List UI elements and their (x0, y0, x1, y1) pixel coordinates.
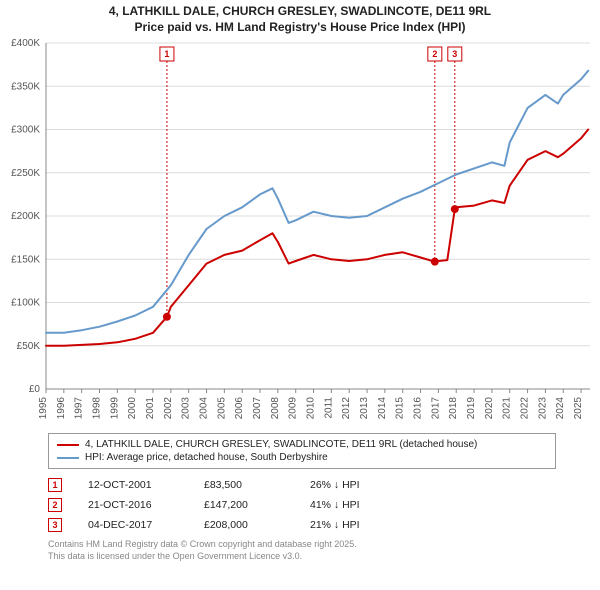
sales-table: 1 12-OCT-2001 £83,500 26% ↓ HPI 2 21-OCT-2016… (48, 475, 556, 535)
svg-text:£350K: £350K (11, 81, 40, 92)
sale-marker-icon: 3 (48, 518, 62, 532)
svg-text:2020: 2020 (484, 397, 495, 420)
chart-area: £0 £50K £100K £150K £200K £250K £300K £350K £400… (0, 37, 600, 429)
svg-text:2001: 2001 (145, 397, 156, 420)
svg-text:1996: 1996 (56, 397, 67, 420)
sale-diff: 21% ↓ HPI (310, 519, 400, 531)
legend-row: HPI: Average price, detached house, Sout… (57, 451, 547, 464)
svg-text:2010: 2010 (306, 397, 317, 420)
legend-swatch (57, 444, 79, 446)
svg-text:2006: 2006 (234, 397, 245, 420)
svg-text:2013: 2013 (359, 397, 370, 420)
chart-container: 4, LATHKILL DALE, CHURCH GRESLEY, SWADLI… (0, 0, 600, 590)
svg-text:2024: 2024 (555, 397, 566, 420)
svg-text:1999: 1999 (109, 397, 120, 420)
legend-label: HPI: Average price, detached house, Sout… (85, 452, 328, 463)
svg-text:2: 2 (432, 49, 437, 59)
svg-text:£50K: £50K (17, 341, 41, 352)
svg-text:2012: 2012 (341, 397, 352, 420)
svg-text:£0: £0 (29, 384, 41, 395)
svg-text:2017: 2017 (430, 397, 441, 420)
legend-row: 4, LATHKILL DALE, CHURCH GRESLEY, SWADLI… (57, 438, 547, 451)
svg-text:2015: 2015 (395, 397, 406, 420)
svg-text:2018: 2018 (448, 397, 459, 420)
svg-text:2025: 2025 (573, 397, 584, 420)
svg-text:2021: 2021 (502, 397, 513, 420)
svg-text:2009: 2009 (288, 397, 299, 420)
sale-marker-icon: 1 (48, 478, 62, 492)
sale-price: £208,000 (204, 519, 284, 531)
svg-text:2003: 2003 (181, 397, 192, 420)
svg-text:£400K: £400K (11, 38, 40, 49)
title-line2: Price paid vs. HM Land Registry's House … (0, 20, 600, 36)
svg-text:2008: 2008 (270, 397, 281, 420)
sales-row: 3 04-DEC-2017 £208,000 21% ↓ HPI (48, 515, 556, 535)
svg-text:2014: 2014 (377, 397, 388, 420)
sale-date: 21-OCT-2016 (88, 499, 178, 511)
svg-text:2007: 2007 (252, 397, 263, 420)
sale-marker-icon: 2 (48, 498, 62, 512)
sales-row: 2 21-OCT-2016 £147,200 41% ↓ HPI (48, 495, 556, 515)
sale-diff: 26% ↓ HPI (310, 479, 400, 491)
chart-svg: £0 £50K £100K £150K £200K £250K £300K £350K £400… (0, 37, 600, 429)
sale-diff: 41% ↓ HPI (310, 499, 400, 511)
svg-text:1: 1 (164, 49, 169, 59)
svg-text:2005: 2005 (216, 397, 227, 420)
sale-date: 12-OCT-2001 (88, 479, 178, 491)
svg-text:3: 3 (452, 49, 457, 59)
svg-text:£250K: £250K (11, 168, 40, 179)
svg-text:1995: 1995 (38, 397, 49, 420)
svg-text:2019: 2019 (466, 397, 477, 420)
attribution-line1: Contains HM Land Registry data © Crown c… (48, 539, 556, 551)
sale-date: 04-DEC-2017 (88, 519, 178, 531)
title-line1: 4, LATHKILL DALE, CHURCH GRESLEY, SWADLI… (0, 4, 600, 20)
attribution: Contains HM Land Registry data © Crown c… (48, 539, 556, 562)
svg-text:2004: 2004 (199, 397, 210, 420)
svg-text:£300K: £300K (11, 125, 40, 136)
svg-text:2022: 2022 (520, 397, 531, 420)
legend-box: 4, LATHKILL DALE, CHURCH GRESLEY, SWADLI… (48, 433, 556, 469)
svg-text:1998: 1998 (92, 397, 103, 420)
svg-text:2011: 2011 (323, 397, 334, 419)
svg-text:2016: 2016 (413, 397, 424, 420)
svg-text:1997: 1997 (74, 397, 85, 420)
svg-text:£200K: £200K (11, 211, 40, 222)
svg-text:£100K: £100K (11, 298, 40, 309)
sales-row: 1 12-OCT-2001 £83,500 26% ↓ HPI (48, 475, 556, 495)
sale-price: £83,500 (204, 479, 284, 491)
title-block: 4, LATHKILL DALE, CHURCH GRESLEY, SWADLI… (0, 0, 600, 37)
svg-text:2002: 2002 (163, 397, 174, 420)
attribution-line2: This data is licensed under the Open Gov… (48, 551, 556, 563)
svg-text:2023: 2023 (537, 397, 548, 420)
legend-label: 4, LATHKILL DALE, CHURCH GRESLEY, SWADLI… (85, 439, 477, 450)
legend-swatch (57, 457, 79, 459)
svg-text:2000: 2000 (127, 397, 138, 420)
sale-price: £147,200 (204, 499, 284, 511)
svg-text:£150K: £150K (11, 254, 40, 265)
